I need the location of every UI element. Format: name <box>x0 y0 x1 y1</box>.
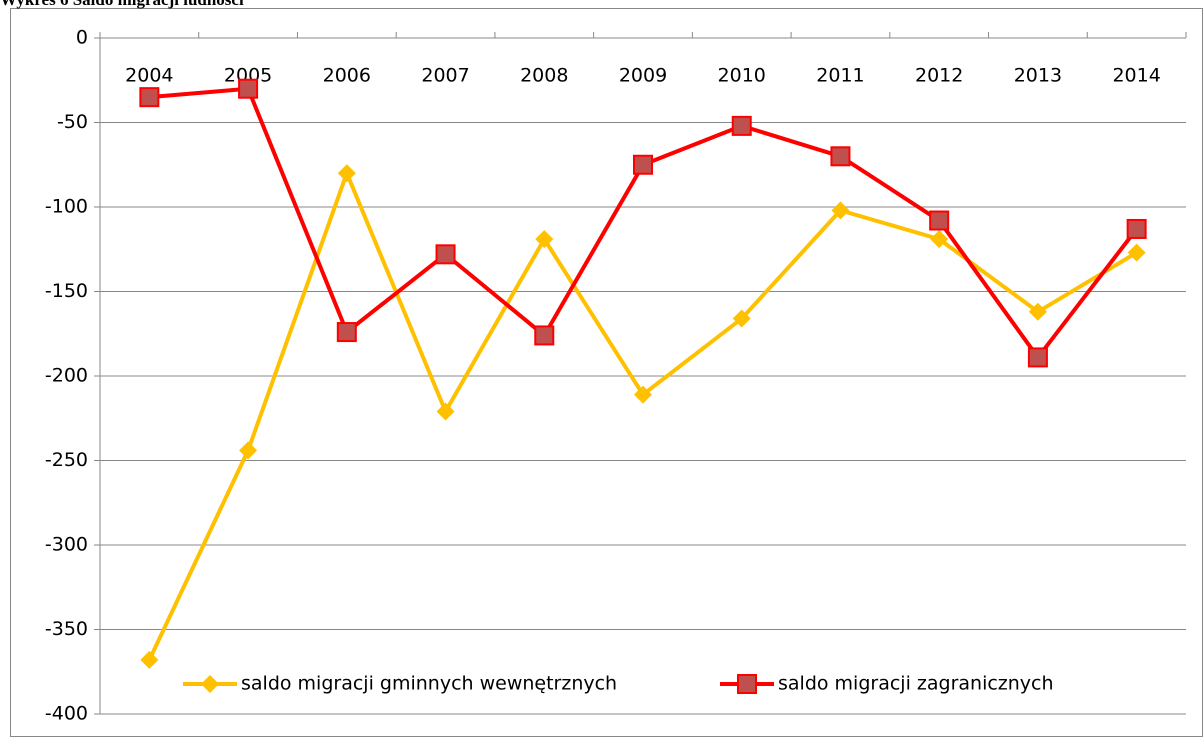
point <box>435 244 456 265</box>
x-tick-label: 2006 <box>323 65 371 87</box>
x-tick-label: 2005 <box>224 65 272 87</box>
legend-marker <box>201 675 219 693</box>
y-tick-label: -50 <box>57 111 88 133</box>
y-tick-label: -400 <box>45 703 88 725</box>
point <box>1126 218 1147 239</box>
point <box>634 385 652 404</box>
y-tick-label: -150 <box>45 280 88 302</box>
point <box>831 201 850 220</box>
chart-frame <box>10 8 1203 737</box>
point <box>633 154 653 175</box>
point <box>1027 347 1048 368</box>
point <box>436 402 455 421</box>
point <box>239 441 258 460</box>
point <box>732 309 751 328</box>
point <box>534 325 555 346</box>
x-tick-label: 2008 <box>520 65 568 87</box>
point <box>140 650 159 669</box>
x-tick-label: 2010 <box>718 65 766 87</box>
point <box>336 322 357 343</box>
point <box>139 87 160 108</box>
legend-marker <box>737 674 757 694</box>
y-tick-label: 0 <box>76 27 88 49</box>
x-tick-label: 2012 <box>915 65 963 87</box>
x-tick-label: 2011 <box>816 65 864 87</box>
chart-title: Wykres 6 Saldo migracji ludności <box>0 0 244 9</box>
x-tick-label: 2009 <box>619 65 667 87</box>
point <box>1028 302 1047 321</box>
y-tick-label: -250 <box>45 449 88 471</box>
legend-label: saldo migracji zagranicznych <box>778 673 1054 695</box>
x-tick-label: 2013 <box>1014 65 1062 87</box>
point <box>731 115 752 136</box>
y-tick-label: -350 <box>45 618 88 640</box>
x-tick-label: 2007 <box>421 65 469 87</box>
point <box>930 230 949 249</box>
point <box>830 146 851 167</box>
point <box>238 78 259 99</box>
x-tick-label: 2004 <box>125 65 173 87</box>
y-tick-label: -100 <box>45 196 88 218</box>
legend-label: saldo migracji gminnych wewnętrznych <box>241 673 617 695</box>
y-tick-label: -200 <box>45 365 88 387</box>
point <box>1127 243 1146 262</box>
point <box>337 164 356 183</box>
y-tick-label: -300 <box>45 534 88 556</box>
point <box>929 210 950 231</box>
x-tick-label: 2014 <box>1112 65 1160 87</box>
point <box>535 230 554 249</box>
